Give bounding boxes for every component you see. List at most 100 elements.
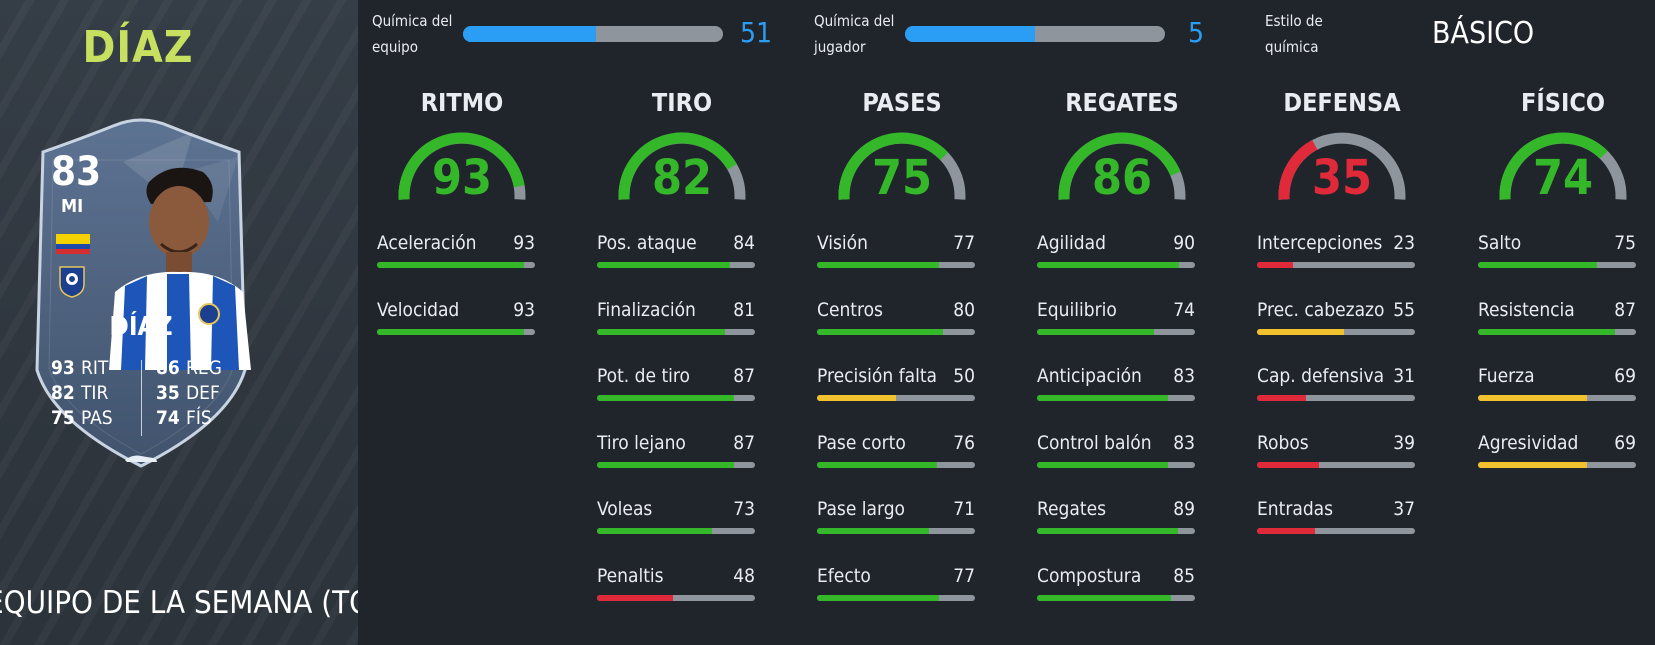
stat-bar — [817, 528, 975, 534]
card-stat: 74 FÍS — [156, 407, 212, 429]
stat-row[interactable]: Penaltis 48 — [597, 565, 755, 605]
stat-row[interactable]: Compostura 85 — [1037, 565, 1195, 605]
stat-bar — [817, 461, 975, 468]
stat-row[interactable]: Voleas 73 — [597, 498, 755, 538]
stat-bar-fill — [1037, 395, 1169, 401]
stat-value: 48 — [733, 564, 755, 587]
stat-row[interactable]: Agilidad 90 — [1037, 232, 1195, 272]
stat-row[interactable]: Aceleración 93 — [377, 232, 535, 272]
stat-name: Tiro lejano — [597, 431, 686, 454]
category-rating: 35 — [1311, 150, 1373, 206]
stat-row[interactable]: Regates 89 — [1037, 498, 1195, 538]
stat-row[interactable]: Salto 75 — [1478, 232, 1636, 272]
stat-name: Fuerza — [1478, 365, 1535, 387]
stat-name: Penaltis — [597, 564, 664, 587]
stat-bar — [817, 328, 975, 335]
gauge-fill — [1499, 132, 1608, 200]
stat-bar — [1037, 262, 1195, 268]
stat-value: 77 — [953, 564, 975, 587]
gauge-fill — [618, 132, 737, 200]
stat-row[interactable]: Centros 80 — [817, 299, 975, 339]
stat-bar-fill — [597, 528, 713, 534]
stat-row[interactable]: Velocidad 93 — [377, 299, 535, 339]
stat-name: Regates — [1037, 498, 1106, 520]
category-rating: 86 — [1091, 150, 1153, 206]
stat-row[interactable]: Pot. de tiro 87 — [597, 365, 755, 405]
stat-row[interactable]: Precisión falta 50 — [817, 365, 975, 405]
stat-bar-fill — [1478, 328, 1616, 335]
stat-row[interactable]: Tiro lejano 87 — [597, 432, 755, 472]
stat-name: Pase corto — [817, 431, 906, 454]
stat-row[interactable]: Pase largo 71 — [817, 498, 975, 538]
stat-bar — [377, 328, 535, 335]
stat-row[interactable]: Finalización 81 — [597, 299, 755, 339]
stat-bar-fill — [1257, 395, 1306, 401]
stat-value: 90 — [1173, 232, 1195, 254]
stat-bar — [817, 594, 975, 601]
stat-name: Finalización — [597, 298, 696, 321]
player-photo — [109, 167, 251, 370]
category-title: DEFENSA — [1283, 88, 1401, 117]
stat-row[interactable]: Pos. ataque 84 — [597, 232, 755, 272]
player-chemistry-label: Química del jugador — [814, 12, 895, 56]
stat-row[interactable]: Prec. cabezazo 55 — [1257, 299, 1415, 339]
stat-row[interactable]: Resistencia 87 — [1478, 299, 1636, 339]
stat-bar-fill — [817, 461, 938, 468]
stat-row[interactable]: Intercepciones 23 — [1257, 232, 1415, 272]
stat-name: Precisión falta — [817, 365, 938, 387]
stat-row[interactable]: Visión 77 — [817, 232, 975, 272]
stat-row[interactable]: Robos 39 — [1257, 432, 1415, 472]
gauge-fill — [398, 132, 525, 200]
stat-value: 77 — [953, 232, 975, 254]
stat-row[interactable]: Entradas 37 — [1257, 498, 1415, 538]
stat-value: 69 — [1614, 431, 1636, 454]
category-gauge — [1058, 132, 1186, 200]
stat-bar-fill — [1037, 594, 1172, 601]
card-stat: 93 RIT — [51, 357, 109, 379]
stat-bar-fill — [1478, 395, 1588, 401]
stat-bar — [1257, 328, 1415, 335]
category-rating: 75 — [871, 150, 933, 206]
stat-value: 93 — [513, 298, 535, 321]
stat-name: Aceleración — [377, 232, 477, 254]
card-stats-left: 93 RIT 82 TIR 75 PAS — [51, 356, 113, 431]
stat-row[interactable]: Fuerza 69 — [1478, 365, 1636, 405]
stat-bar — [1037, 395, 1195, 401]
stat-bar-fill — [597, 328, 725, 335]
stat-value: 23 — [1393, 232, 1415, 254]
category-title: PASES — [862, 88, 942, 117]
stat-bar — [597, 395, 755, 401]
stat-value: 76 — [953, 431, 975, 454]
stat-name: Voleas — [597, 498, 653, 520]
card-stat: 75 PAS — [51, 407, 113, 429]
stat-row[interactable]: Anticipación 83 — [1037, 365, 1195, 405]
stat-row[interactable]: Control balón 83 — [1037, 432, 1195, 472]
category-gauge — [1499, 132, 1627, 200]
stat-bar-fill — [597, 594, 673, 601]
stat-bar — [597, 461, 755, 468]
stat-row[interactable]: Efecto 77 — [817, 565, 975, 605]
stat-name: Prec. cabezazo — [1257, 298, 1385, 321]
stat-row[interactable]: Pase corto 76 — [817, 432, 975, 472]
stat-bar — [1478, 328, 1636, 335]
stat-bar — [1257, 262, 1415, 268]
stat-bar-fill — [1037, 461, 1169, 468]
stat-value: 71 — [953, 498, 975, 520]
stat-bar-fill — [817, 528, 930, 534]
category-title: FÍSICO — [1521, 88, 1605, 117]
category-gauge — [398, 132, 526, 200]
player-chemistry-bar — [905, 26, 1165, 42]
team-chemistry-value: 51 — [740, 16, 773, 49]
stat-row[interactable]: Agresividad 69 — [1478, 432, 1636, 472]
stat-value: 69 — [1614, 365, 1636, 387]
chemistry-style-value[interactable]: BÁSICO — [1432, 16, 1535, 51]
stat-name: Efecto — [817, 564, 871, 587]
player-card[interactable]: 83 MI DÍAZ 93 RIT 82 TIR — [23, 112, 259, 478]
stat-row[interactable]: Equilibrio 74 — [1037, 299, 1195, 339]
stat-bar-fill — [1037, 328, 1154, 335]
stat-row[interactable]: Cap. defensiva 31 — [1257, 365, 1415, 405]
stat-name: Centros — [817, 298, 883, 321]
stat-name: Pase largo — [817, 498, 906, 520]
stat-bar — [1037, 594, 1195, 601]
player-panel: DÍAZ 83 MI — [0, 0, 358, 645]
